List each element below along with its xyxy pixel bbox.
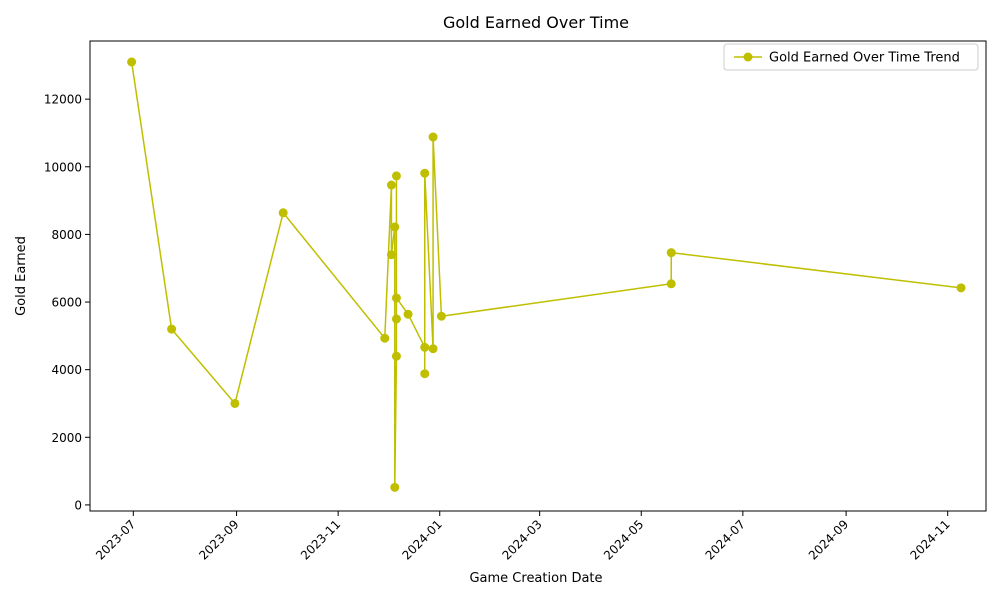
y-axis: 0 2000 4000 6000 8000 10000 12000 [44, 93, 90, 512]
data-point [230, 398, 240, 408]
data-point [390, 482, 400, 492]
data-point [391, 351, 401, 361]
data-point [386, 180, 396, 190]
data-point [127, 57, 137, 67]
data-point [420, 168, 430, 178]
data-point [391, 314, 401, 324]
legend-marker-swatch [743, 52, 753, 62]
y-tick-label: 12000 [44, 93, 82, 107]
data-point [167, 324, 177, 334]
data-point [420, 342, 430, 352]
data-point [436, 311, 446, 321]
data-point [391, 293, 401, 303]
data-point [428, 344, 438, 354]
x-axis-label: Game Creation Date [469, 571, 602, 586]
data-point [428, 132, 438, 142]
data-point [386, 250, 396, 260]
data-point [956, 283, 966, 293]
y-tick-label: 6000 [51, 296, 82, 310]
y-tick-label: 2000 [51, 431, 82, 445]
chart-title: Gold Earned Over Time [443, 13, 629, 32]
legend-box [723, 43, 979, 71]
data-point [403, 309, 413, 319]
data-point [420, 369, 430, 379]
y-tick-label: 10000 [44, 160, 82, 174]
data-point [666, 248, 676, 258]
y-axis-label: Gold Earned [14, 236, 29, 316]
y-tick-label: 4000 [51, 363, 82, 377]
data-point [666, 279, 676, 289]
y-tick-label: 0 [74, 498, 82, 512]
axes-frame [89, 40, 987, 512]
legend: Gold Earned Over Time Trend [723, 43, 979, 71]
data-point [278, 208, 288, 218]
plot-area [127, 57, 966, 492]
data-point [390, 222, 400, 232]
data-point [391, 171, 401, 181]
legend-label: Gold Earned Over Time Trend [769, 51, 960, 66]
data-point [380, 333, 390, 343]
y-tick-label: 8000 [51, 228, 82, 242]
